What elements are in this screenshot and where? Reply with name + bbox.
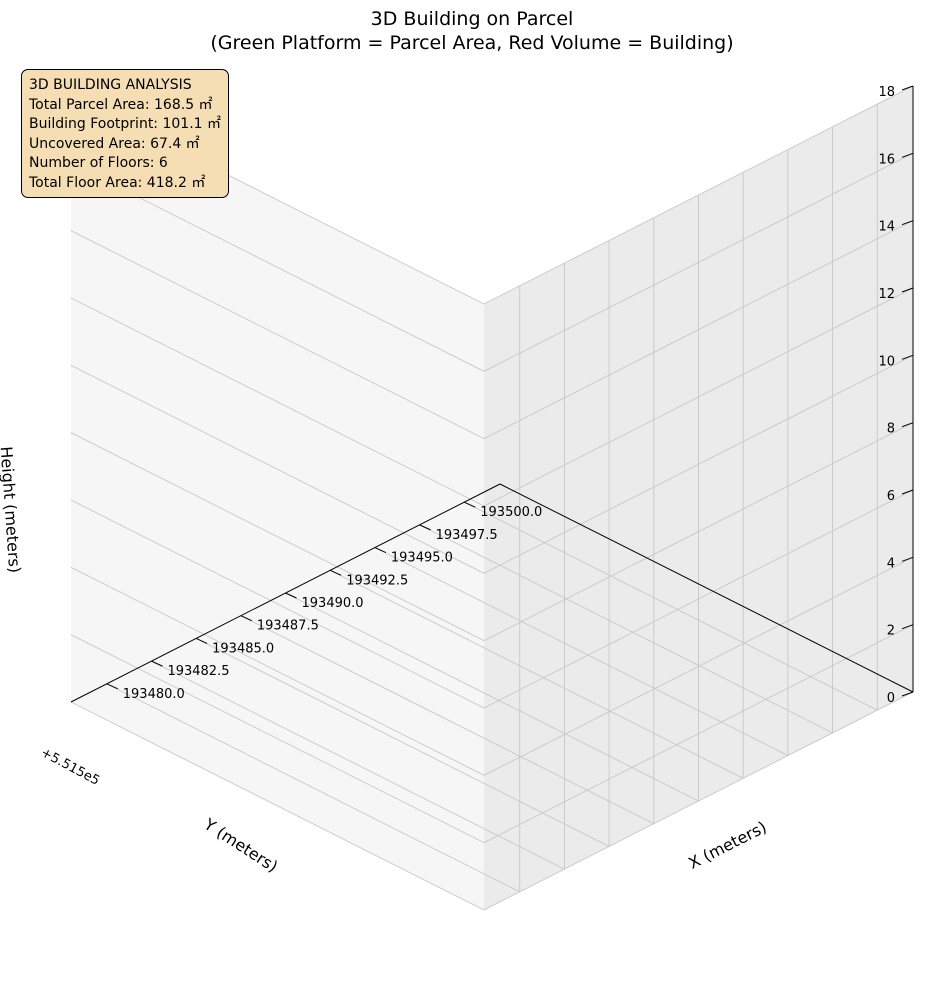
x-tick [374,547,387,554]
info-parcel-area: Total Parcel Area: 168.5 ㎡ [29,96,213,113]
grid-line-z [70,624,914,844]
info-total-floor-area: Total Floor Area: 418.2 ㎡ [29,174,206,191]
back-left-pane [71,96,484,910]
x-tick-label: 193495.0 [391,551,453,566]
z-tick [901,489,914,495]
grid-lines [70,85,914,911]
z-tick-label: 10 [878,354,895,369]
grid-line-z [70,489,914,709]
z-tick [901,152,914,158]
x-tick-label: 193497.5 [436,528,498,543]
x-tick-label: 193482.5 [167,664,229,679]
z-tick-label: 14 [878,220,895,235]
analysis-info-box: 3D BUILDING ANALYSIS Total Parcel Area: … [21,69,229,198]
grid-line-z [70,691,914,911]
info-heading: 3D BUILDING ANALYSIS [29,77,192,93]
y-offset-label: +5.515e5 [38,745,102,788]
chart-subtitle: (Green Platform = Parcel Area, Red Volum… [210,32,733,54]
chart-title: 3D Building on Parcel [371,8,574,30]
z-tick-label: 6 [887,489,895,504]
grid-line-z [70,152,914,372]
z-tick [901,556,914,562]
z-tick [901,287,914,293]
z-tick [901,422,914,428]
x-tick [151,660,163,667]
x-tick [106,683,118,690]
z-tick-label: 12 [878,287,895,302]
grid-line-x-floor [240,615,655,825]
info-footprint: Building Footprint: 101.1 ㎡ [29,116,222,132]
z-tick-label: 4 [887,556,895,571]
z-tick [901,85,914,91]
x-tick-label: 193490.0 [302,596,364,611]
axis-lines [70,85,914,703]
y-axis-label: Y (meters) [200,814,281,876]
grid-line-x-floor [106,683,520,893]
grid-line-z [70,354,914,574]
z-tick [901,691,914,697]
z-tick [901,624,914,630]
z-tick [901,354,914,360]
x-tick-label: 193487.5 [257,619,319,634]
x-tick [419,524,431,531]
x-tick [464,501,476,508]
grid-line-z [70,220,914,440]
x-tick-label: 193480.0 [123,687,185,702]
z-tick [901,220,914,226]
grid-line-x-floor [329,569,744,779]
x-tick-label: 193492.5 [346,573,408,588]
axis-panes [71,86,913,910]
x-tick [240,615,253,622]
grid-line-z [70,556,914,776]
x-tick [285,592,297,599]
grid-line-z [70,422,914,642]
x-axis-label: X (meters) [685,817,769,873]
grid-line-x-floor [151,660,565,870]
z-tick-label: 16 [878,152,895,167]
grid-line-x-floor [419,524,833,734]
z-tick-label: 2 [887,624,895,639]
grid-line-x-floor [464,501,878,711]
x-tick [329,569,342,576]
grid-line-z [70,287,914,507]
z-axis-label: Height (meters) [0,446,24,574]
info-uncovered-area: Uncovered Area: 67.4 ㎡ [29,135,200,152]
z-tick-label: 8 [887,422,895,437]
x-tick-label: 193500.0 [480,505,542,520]
z-tick-label: 0 [887,691,895,706]
x-tick [195,637,208,644]
tick-labels: 193480.0 193482.5 193485.0 193487.5 193490.0… [123,85,895,706]
grid-line-x-floor [374,547,789,756]
z-tick-label: 18 [878,85,895,100]
grid-line-x-floor [285,592,699,802]
grid-line-x-floor [195,638,610,847]
info-floor-count: Number of Floors: 6 [29,155,168,171]
y-axis-line [499,483,914,693]
x-tick-label: 193485.0 [212,641,274,656]
